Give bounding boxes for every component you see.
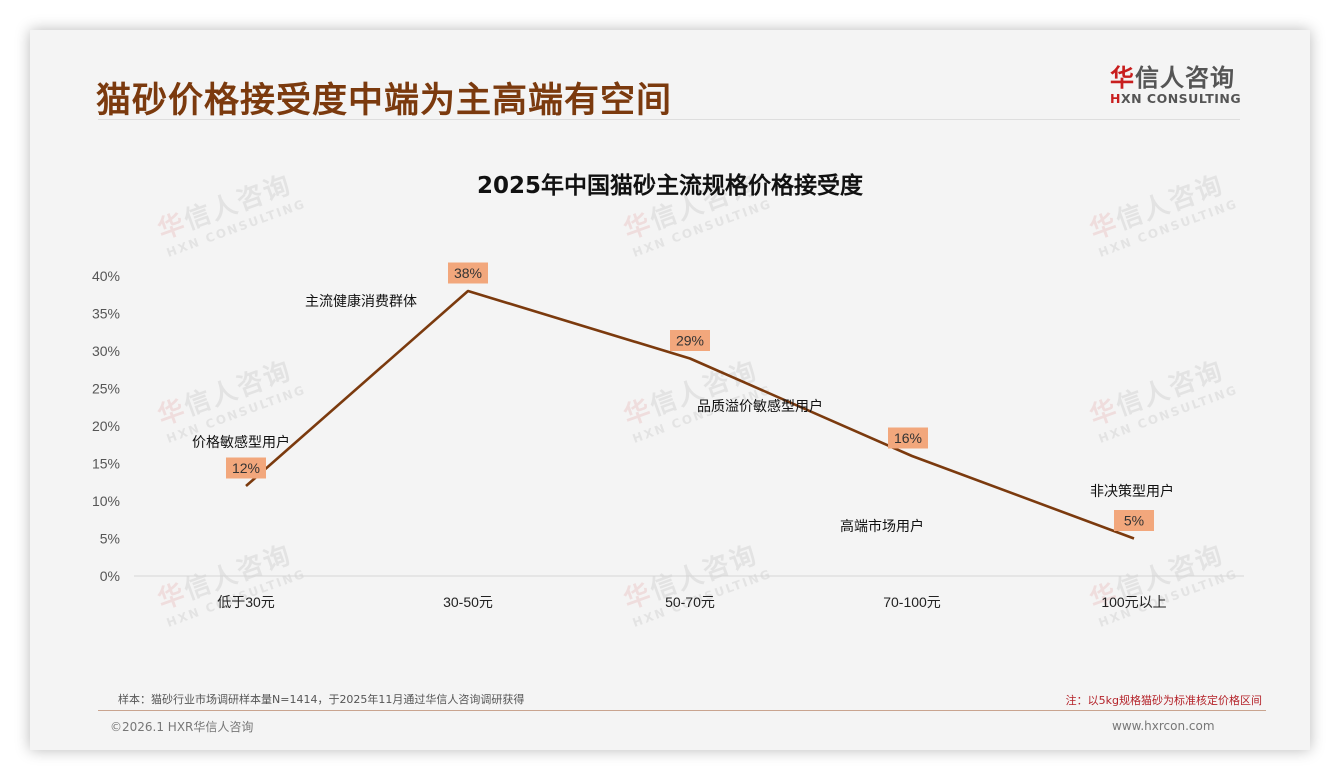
- footer-divider: [98, 710, 1266, 711]
- logo-cn: 华信人咨询: [1110, 64, 1235, 92]
- value-label-bg: [448, 262, 488, 284]
- y-tick-label: 10%: [92, 493, 120, 509]
- value-label-bg: [670, 330, 710, 351]
- y-tick-label: 20%: [92, 418, 120, 434]
- segment-annotation: 高端市场用户: [840, 518, 924, 534]
- value-label: 29%: [676, 333, 704, 349]
- logo-en: HXN CONSULTING: [1110, 91, 1242, 106]
- value-label-bg: [226, 457, 266, 479]
- segment-annotation: 主流健康消费群体: [305, 293, 417, 309]
- y-tick-label: 35%: [92, 306, 120, 322]
- x-tick-label: 70-100元: [883, 594, 941, 610]
- website: www.hxrcon.com: [1112, 719, 1215, 733]
- copyright: ©2026.1 HXR华信人咨询: [110, 720, 254, 734]
- y-tick-label: 30%: [92, 343, 120, 359]
- data-line: [245, 289, 1135, 540]
- value-label: 38%: [454, 265, 482, 281]
- line-chart: 0% 5% 10% 15% 20% 25% 30% 35% 40% 低于30元 30-50元 50-7…: [92, 262, 1244, 610]
- y-tick-label: 0%: [100, 568, 120, 584]
- y-tick-label: 15%: [92, 456, 120, 472]
- x-tick-label: 100元以上: [1101, 594, 1166, 610]
- y-tick-label: 25%: [92, 381, 120, 397]
- y-tick-label: 5%: [100, 531, 120, 547]
- segment-annotation: 品质溢价敏感型用户: [697, 398, 823, 414]
- value-label-bg: [1114, 510, 1154, 531]
- value-label: 5%: [1124, 513, 1144, 529]
- x-tick-label: 30-50元: [443, 594, 493, 610]
- value-label-bg: [888, 427, 928, 449]
- page-title: 猫砂价格接受度中端为主高端有空间: [96, 81, 673, 121]
- title-divider: [98, 119, 1240, 120]
- value-label: 16%: [894, 430, 922, 446]
- x-tick-label: 50-70元: [665, 594, 715, 610]
- y-tick-label: 40%: [92, 268, 120, 284]
- segment-annotation: 非决策型用户: [1090, 483, 1174, 499]
- value-label: 12%: [232, 460, 260, 476]
- sample-note: 样本：猫砂行业市场调研样本量N=1414，于2025年11月通过华信人咨询调研获…: [118, 693, 525, 706]
- segment-annotation: 价格敏感型用户: [192, 434, 290, 450]
- chart-title: 2025年中国猫砂主流规格价格接受度: [476, 173, 863, 199]
- brand-logo: 华信人咨询 HXN CONSULTING: [1110, 64, 1242, 106]
- price-note: 注：以5kg规格猫砂为标准核定价格区间: [1065, 694, 1262, 707]
- slide-card: 猫砂价格接受度中端为主高端有空间 华信人咨询 HXN CONSULTING 华信…: [30, 30, 1310, 750]
- x-tick-label: 低于30元: [217, 594, 275, 610]
